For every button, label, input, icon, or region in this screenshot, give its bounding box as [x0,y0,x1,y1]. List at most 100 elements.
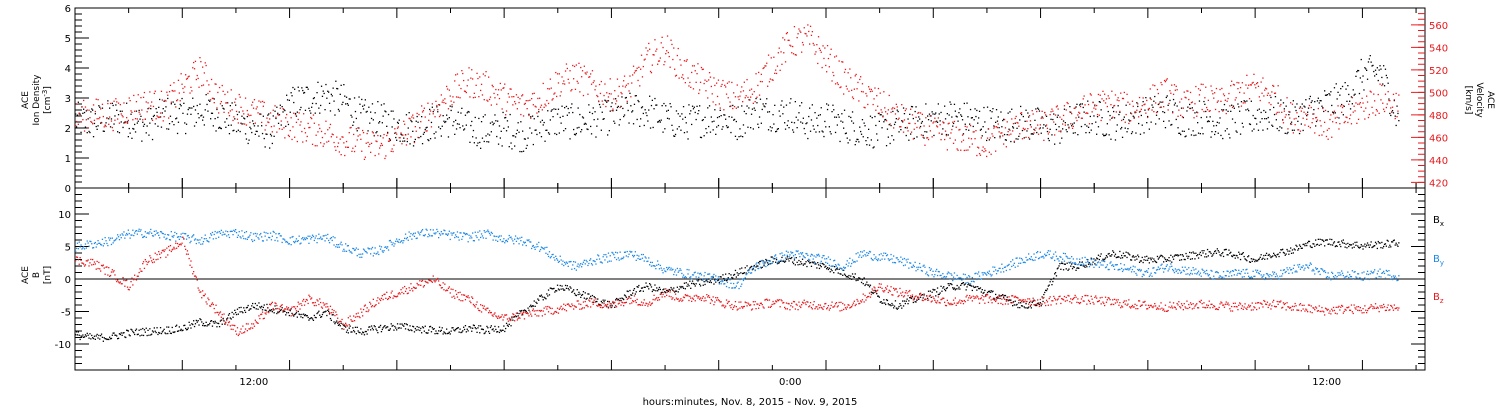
density-point [632,123,635,125]
density-point [334,114,336,116]
bx-point [455,328,458,330]
density-point [632,110,634,112]
density-point [336,87,338,90]
density-point [445,120,447,123]
velocity-point [1341,106,1344,109]
density-point [156,111,158,113]
density-point [414,138,416,141]
bx-point [597,298,599,300]
density-point [640,107,643,109]
bx-point [636,286,638,288]
bx-point [194,323,197,325]
velocity-point [920,134,923,136]
bx-point [950,283,952,285]
bx-point [392,324,394,327]
bx-point [1189,251,1191,254]
velocity-point [348,132,350,134]
density-point [1306,115,1308,117]
density-point [346,103,349,105]
bx-point [803,263,805,265]
velocity-point [1206,109,1209,111]
bx-point [419,329,421,332]
velocity-point [1054,114,1057,116]
velocity-point [670,39,672,41]
density-point [134,123,136,126]
by-point [109,239,111,241]
bx-point [1170,254,1172,256]
density-point [1101,117,1103,119]
bx-point [396,329,398,331]
velocity-point [217,91,219,94]
density-point [1319,100,1321,102]
velocity-point [203,72,205,74]
velocity-point [1329,118,1331,121]
bx-point [209,322,211,325]
velocity-point [511,96,513,98]
velocity-point [209,90,211,93]
bx-point [807,259,809,262]
bx-point [308,319,310,321]
density-point [276,106,278,108]
bx-point [313,314,315,317]
density-point [860,130,862,133]
velocity-point [534,105,536,107]
velocity-point [593,80,595,82]
bx-point [872,292,874,295]
bx-point [769,263,771,265]
velocity-point [784,61,787,63]
bx-point [587,293,589,295]
bx-point [257,308,259,310]
bx-point [750,266,752,268]
velocity-point [958,129,960,131]
bx-point [687,283,689,285]
bx-point [1106,256,1108,258]
density-point [1286,132,1288,135]
velocity-point [1148,107,1150,110]
velocity-point [84,106,87,108]
density-point [338,110,340,112]
velocity-point [266,117,268,119]
velocity-point [543,106,545,108]
density-point [1197,122,1199,124]
bx-point [1053,277,1055,279]
bx-point [463,328,466,331]
density-point [464,114,467,116]
bx-point [295,312,298,314]
density-point [767,111,769,113]
density-point [829,131,831,133]
bx-point [1185,252,1187,255]
by-point [126,234,129,236]
velocity-point [714,84,716,87]
velocity-point [1053,121,1055,123]
velocity-point [1395,92,1397,95]
density-point [139,118,141,120]
velocity-point [1355,102,1357,104]
velocity-point [868,86,870,88]
bx-point [1216,248,1218,250]
velocity-point [1198,94,1201,96]
density-point [547,110,549,112]
density-point [1315,120,1318,123]
bx-point [1140,260,1142,262]
by-point [252,240,254,243]
velocity-point [944,130,947,132]
velocity-point [919,127,921,129]
density-point [289,111,291,113]
bx-point [260,307,262,309]
by-point [249,234,251,236]
bx-point [1368,246,1370,248]
velocity-point [387,132,389,135]
bx-point [114,334,116,336]
velocity-point [167,94,169,96]
velocity-point [158,116,160,119]
by-point [295,238,298,240]
bx-point [121,334,123,336]
density-point [388,138,391,140]
bx-point [991,291,993,293]
bx-point [956,284,958,287]
density-point [783,106,785,108]
velocity-point [640,68,642,70]
velocity-point [509,88,511,90]
bx-point [1152,261,1154,263]
density-point [926,131,928,133]
